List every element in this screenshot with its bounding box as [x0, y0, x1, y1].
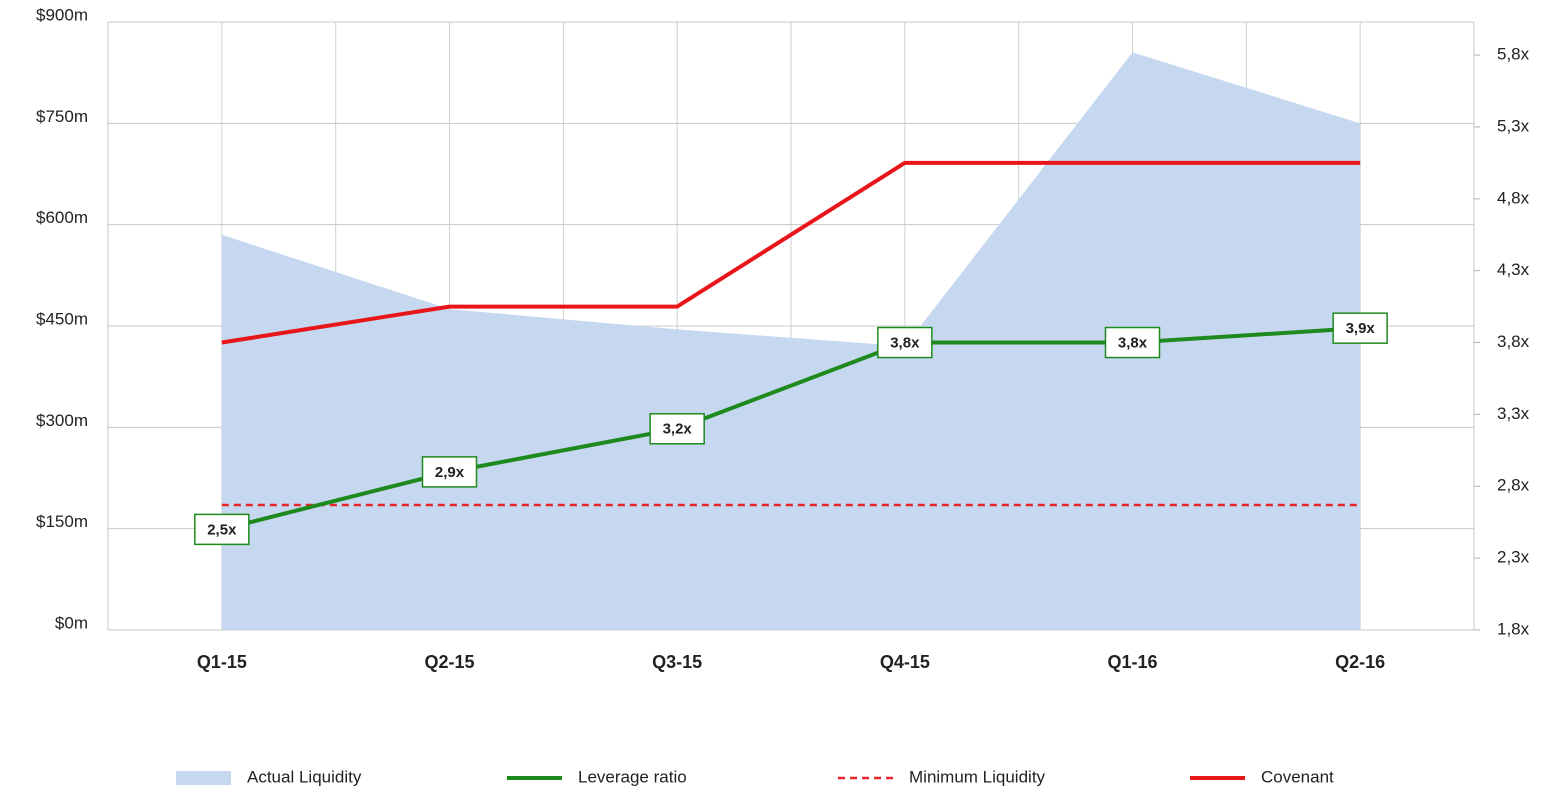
y-tick-label: $450m [36, 309, 88, 328]
value-label: 2,9x [421, 456, 478, 488]
legend-label: Minimum Liquidity [909, 767, 1046, 786]
value-label-box [877, 326, 933, 359]
value-label-text: 2,9x [435, 464, 465, 481]
value-label-text: 3,8x [1118, 334, 1148, 351]
value-label: 2,5x [194, 513, 250, 546]
value-label-box [421, 456, 478, 488]
x-tick-label: Q2-15 [424, 652, 474, 672]
legend-swatch [176, 771, 231, 785]
value-label: 3,8x [1104, 326, 1161, 359]
value-label-text: 3,8x [890, 334, 920, 351]
x-tick-label: Q3-15 [652, 652, 702, 672]
value-label: 3,8x [877, 326, 933, 359]
x-tick-label: Q1-15 [197, 652, 247, 672]
y2-tick-label: 5,3x [1497, 116, 1530, 135]
y2-tick-label: 3,8x [1497, 332, 1530, 351]
value-label-text: 2,5x [207, 521, 237, 538]
y-tick-label: $0m [55, 613, 88, 632]
value-label-text: 3,9x [1346, 320, 1376, 337]
y2-tick-label: 3,3x [1497, 404, 1530, 423]
y-tick-label: $900m [36, 5, 88, 24]
x-tick-label: Q2-16 [1335, 652, 1385, 672]
area [221, 52, 1361, 630]
value-label-box [649, 413, 705, 445]
x-tick-label: Q4-15 [880, 652, 930, 672]
y-tick-label: $750m [36, 107, 88, 126]
legend-label: Leverage ratio [578, 767, 687, 786]
y2-tick-label: 2,8x [1497, 476, 1530, 495]
value-label-box [1332, 312, 1388, 344]
y-tick-label: $150m [36, 512, 88, 531]
y2-tick-label: 1,8x [1497, 619, 1530, 638]
y2-tick-label: 4,3x [1497, 260, 1530, 279]
y-tick-label: $600m [36, 208, 88, 227]
y-tick-label: $300m [36, 411, 88, 430]
value-label: 3,9x [1332, 312, 1388, 344]
value-label-box [194, 513, 250, 546]
line [221, 326, 1361, 532]
line [221, 160, 1361, 345]
value-label-text: 3,2x [663, 421, 693, 438]
legend-label: Actual Liquidity [247, 767, 362, 786]
y2-tick-label: 2,3x [1497, 548, 1530, 567]
x-tick-label: Q1-16 [1107, 652, 1157, 672]
value-label-box [1104, 326, 1161, 359]
y2-tick-label: 4,8x [1497, 188, 1530, 207]
value-label: 3,2x [649, 413, 705, 445]
legend-label: Covenant [1261, 767, 1334, 786]
y2-tick-label: 5,8x [1497, 45, 1530, 64]
